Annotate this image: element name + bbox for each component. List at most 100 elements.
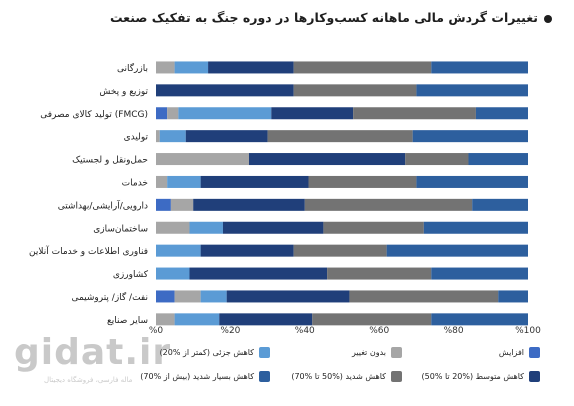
bar-segment xyxy=(156,153,249,166)
legend-item: کاهش متوسط (%20 تا %50) xyxy=(422,370,540,384)
bar-segment xyxy=(156,130,160,143)
category-label: فناوری اطلاعات و خدمات آنلاین xyxy=(29,245,148,257)
bar-segment xyxy=(174,313,220,326)
legend-item: بدون تغییر xyxy=(352,346,402,360)
bar-segment xyxy=(156,313,175,326)
category-label: نفت/ گاز/ پتروشیمی xyxy=(71,291,148,303)
bar-segment xyxy=(416,84,528,97)
legend-label: بدون تغییر xyxy=(351,348,386,357)
bar-segment xyxy=(472,198,528,211)
category-label: تولید کالای مصرفی (FMCG) xyxy=(40,110,148,120)
bar-segment xyxy=(475,107,528,120)
bar-segment xyxy=(189,267,328,280)
x-tick-label: %60 xyxy=(369,326,389,336)
bar-segment xyxy=(267,130,413,143)
bar-segment xyxy=(304,198,473,211)
bar-segment xyxy=(156,290,175,303)
legend-swatch xyxy=(391,371,402,382)
bar-segment xyxy=(405,153,469,166)
legend-swatch xyxy=(259,347,270,358)
bar-segment xyxy=(208,61,294,74)
bar-segment xyxy=(200,290,227,303)
legend: افزایش بدون تغییر کاهش جزئی (کمتر از %20) ک… xyxy=(140,342,540,392)
legend-swatch xyxy=(529,347,540,358)
bar-segment xyxy=(156,107,168,120)
category-label: حمل‌ونقل و لجستیک xyxy=(72,156,148,166)
bar-segment xyxy=(159,130,186,143)
x-tick-label: %80 xyxy=(444,326,464,336)
legend-swatch xyxy=(391,347,402,358)
x-tick-label: %100 xyxy=(515,326,541,336)
bar-segment xyxy=(222,221,324,234)
legend-item: افزایش xyxy=(499,346,540,360)
bar-segment xyxy=(323,221,424,234)
bar-segment xyxy=(167,175,201,188)
bar-segment xyxy=(249,153,406,166)
plot-area: بازرگانی توزیع و پخش تولید کالای مصرفی (FM… xyxy=(29,61,541,336)
legend-item: کاهش بسیار شدید (بیش از %70) xyxy=(140,370,270,384)
bar-segment xyxy=(174,61,209,74)
bar-segment xyxy=(431,267,528,280)
bar-segment xyxy=(200,244,294,257)
category-label: دارویی/آرایشی/بهداشتی xyxy=(58,199,148,211)
bar-segment xyxy=(293,84,417,97)
x-tick-label: %20 xyxy=(220,326,240,336)
bar-segment xyxy=(412,130,528,143)
bar-segment xyxy=(226,290,350,303)
bar-segment xyxy=(200,175,309,188)
category-label: تولیدی xyxy=(124,133,149,143)
category-label: ساختمان‌سازی xyxy=(93,224,148,234)
category-label: سایر صنایع xyxy=(107,316,148,326)
bar-segment xyxy=(167,107,179,120)
bar-segment xyxy=(156,244,201,257)
bar-segment xyxy=(156,175,168,188)
bar-segment xyxy=(308,175,417,188)
legend-label: کاهش بسیار شدید (بیش از %70) xyxy=(140,372,254,381)
legend-swatch xyxy=(529,371,540,382)
bar-segment xyxy=(327,267,432,280)
category-label: توزیع و پخش xyxy=(99,87,148,97)
bar-segment xyxy=(170,198,194,211)
bar-segment xyxy=(185,130,268,143)
bar-segment xyxy=(416,175,528,188)
bar-segment xyxy=(293,244,387,257)
category-label: خدمات xyxy=(122,178,148,188)
bar-segment xyxy=(156,267,190,280)
legend-swatch xyxy=(259,371,270,382)
bar-segment xyxy=(386,244,528,257)
bar-segment xyxy=(219,313,313,326)
watermark: gidat.ir ماله فارسی، فروشگاه دیجیتال xyxy=(14,332,170,392)
bar-segment xyxy=(156,221,190,234)
bullet-icon xyxy=(544,14,552,23)
bar-segment xyxy=(423,221,528,234)
legend-label: کاهش متوسط (%20 تا %50) xyxy=(421,372,524,381)
bar-segment xyxy=(431,313,528,326)
bar-segment xyxy=(498,290,528,303)
x-tick-label: %0 xyxy=(149,326,164,336)
bar-segment xyxy=(156,198,171,211)
legend-label: کاهش شدید (%50 تا %70) xyxy=(291,372,386,381)
bar-segment xyxy=(349,290,499,303)
bar-segment xyxy=(178,107,272,120)
legend-item: کاهش شدید (%50 تا %70) xyxy=(291,370,402,384)
bar-segment xyxy=(271,107,354,120)
watermark-tagline: ماله فارسی، فروشگاه دیجیتال xyxy=(44,376,133,384)
category-label: بازرگانی xyxy=(117,62,148,74)
bar-segment xyxy=(431,61,528,74)
bar-segment xyxy=(193,198,305,211)
legend-label: افزایش xyxy=(498,348,524,357)
bar-segment xyxy=(353,107,476,120)
bar-segment xyxy=(156,61,175,74)
legend-item: کاهش جزئی (کمتر از %20) xyxy=(160,346,270,360)
x-tick-label: %40 xyxy=(295,326,315,336)
chart-title: تغییرات گردش مالی ماهانه کسب‌وکارها در د… xyxy=(109,10,538,25)
bar-segment xyxy=(468,153,528,166)
legend-label: کاهش جزئی (کمتر از %20) xyxy=(159,348,254,357)
watermark-logo: gidat.ir xyxy=(14,332,172,373)
bar-segment xyxy=(293,61,432,74)
bar-segment xyxy=(189,221,223,234)
chart-title-row: تغییرات گردش مالی ماهانه کسب‌وکارها در د… xyxy=(110,10,552,25)
category-label: کشاورزی xyxy=(113,270,149,280)
bar-segment xyxy=(156,84,294,97)
